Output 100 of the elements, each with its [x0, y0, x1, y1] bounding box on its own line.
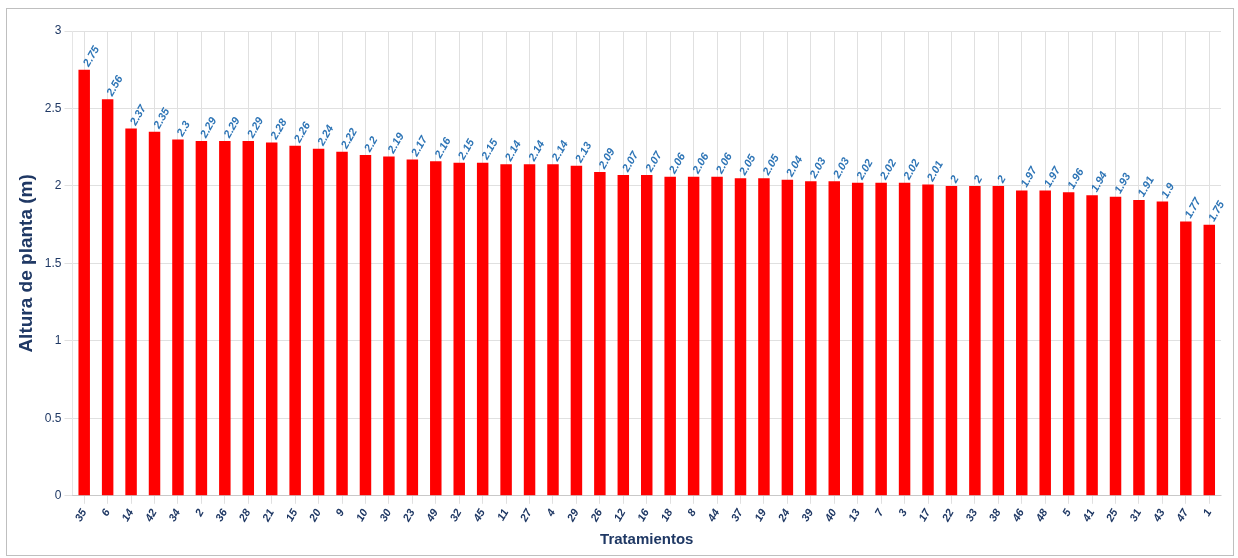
bar: [242, 141, 255, 496]
x-tick-label: 3: [895, 506, 909, 518]
x-tick-label: 40: [821, 506, 839, 525]
bar: [594, 171, 606, 496]
bar: [851, 182, 864, 496]
bar: [430, 161, 442, 496]
x-tick-label: 14: [118, 506, 136, 524]
bar: [195, 141, 208, 496]
x-tick-label: 37: [728, 505, 746, 524]
x-tick-label: 38: [986, 505, 1004, 524]
bar: [1086, 195, 1098, 496]
bar: [1133, 199, 1145, 496]
x-axis-title: Tratamientos: [600, 530, 694, 548]
x-tick-label: 25: [1102, 505, 1121, 525]
bar: [922, 184, 934, 496]
data-label: 2: [946, 173, 961, 186]
x-tick-label: 45: [470, 505, 488, 525]
bar: [359, 154, 372, 496]
x-tick-label: 8: [684, 505, 699, 518]
x-tick-label: 28: [235, 505, 254, 525]
bar: [781, 179, 794, 496]
data-label: 2.3: [173, 118, 192, 139]
bar: [78, 69, 90, 496]
bar: [992, 185, 1005, 496]
x-tick-label: 5: [1059, 505, 1074, 518]
bar: [758, 178, 770, 496]
bar: [500, 164, 512, 496]
x-tick-label: 22: [938, 506, 956, 525]
bar: [805, 181, 817, 496]
x-tick-label: 26: [587, 505, 605, 525]
bar: [1180, 221, 1192, 496]
bar: [1062, 192, 1075, 496]
y-axis-title: Altura de planta (m): [14, 174, 36, 353]
x-tick-label: 42: [141, 506, 159, 525]
x-tick-label: 43: [1149, 506, 1167, 525]
x-tick-label: 15: [283, 505, 300, 524]
bar: [664, 176, 676, 496]
x-tick-label: 32: [447, 506, 464, 524]
x-tick-label: 41: [1079, 506, 1097, 525]
bar: [219, 141, 231, 496]
bar: [523, 164, 536, 496]
x-tick-label: 33: [962, 506, 980, 524]
bar: [406, 159, 419, 496]
x-tick-label: 17: [915, 505, 933, 524]
x-tick-label: 2: [191, 506, 206, 519]
bar: [828, 181, 840, 496]
bar: [312, 148, 325, 496]
bar: [148, 131, 161, 496]
data-label: 2: [970, 173, 985, 186]
x-tick-label: 34: [165, 506, 183, 524]
bar: [172, 139, 184, 496]
bar: [383, 156, 395, 496]
x-tick-label: 21: [259, 506, 277, 525]
x-tick-label: 48: [1032, 505, 1051, 525]
x-tick-label: 29: [563, 505, 582, 525]
bar: [1039, 190, 1051, 496]
bar: [617, 175, 630, 496]
x-tick-label: 44: [704, 506, 722, 525]
y-tick-label: 0.5: [44, 410, 62, 425]
data-label: 2: [993, 173, 1008, 186]
x-tick-label: 13: [845, 506, 863, 524]
bar: [734, 178, 747, 496]
x-tick-label: 39: [798, 505, 816, 524]
x-tick-label: 30: [376, 506, 394, 524]
bar: [875, 182, 887, 496]
bar: [1156, 201, 1169, 496]
bar: [687, 176, 700, 496]
bar: [101, 99, 114, 496]
x-tick-label: 4: [543, 506, 558, 519]
x-tick-label: 16: [634, 505, 652, 524]
x-tick-label: 1: [1200, 506, 1214, 518]
y-tick-label: 2: [54, 178, 62, 193]
bar: [969, 185, 981, 496]
x-tick-label: 11: [494, 506, 511, 523]
bar: [1109, 196, 1122, 496]
x-tick-label: 35: [72, 505, 89, 524]
x-tick-label: 49: [423, 505, 441, 525]
bar: [1016, 190, 1028, 496]
data-label: 2.2: [360, 134, 380, 155]
x-tick-label: 19: [751, 505, 769, 524]
y-tick-label: 1: [54, 333, 62, 348]
bar: [476, 162, 489, 496]
bar: [453, 162, 465, 496]
bar: [711, 176, 723, 496]
bar: [641, 175, 653, 496]
bar: [265, 142, 278, 496]
x-tick-label: 24: [774, 506, 792, 525]
bar: [1203, 224, 1216, 496]
x-tick-label: 10: [353, 506, 370, 524]
x-tick-label: 46: [1009, 505, 1027, 525]
bar: [336, 151, 348, 496]
x-tick-label: 31: [1126, 506, 1144, 524]
bar: [289, 145, 301, 496]
bar: [898, 182, 911, 496]
bar: [945, 185, 958, 496]
y-tick-label: 2.5: [44, 100, 62, 115]
x-tick-label: 18: [658, 505, 675, 524]
x-tick-label: 6: [98, 505, 113, 518]
x-tick-label: 12: [611, 506, 628, 524]
bar: [570, 165, 583, 496]
